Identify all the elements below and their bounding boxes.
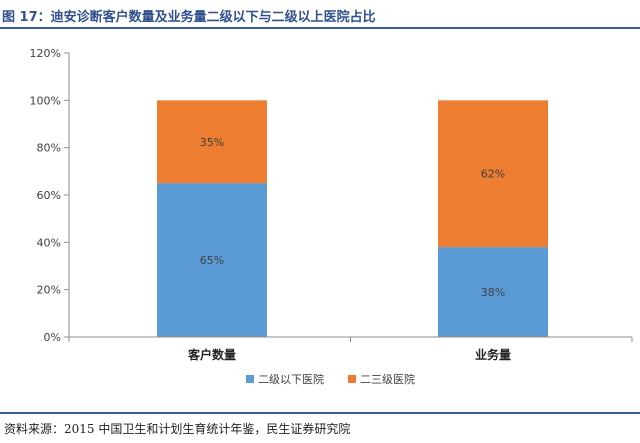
source-note: 资料来源：2015 中国卫生和计划生育统计年鉴，民生证券研究院 xyxy=(4,422,351,436)
bar-data-label: 35% xyxy=(200,136,224,149)
y-axis: 0% 20% 40% 60% 80% 100% 120% xyxy=(30,47,70,344)
legend: 二级以下医院 二三级医院 xyxy=(246,372,415,386)
footer-divider xyxy=(0,412,640,414)
y-tick-label: 80% xyxy=(37,142,61,155)
bar-data-label: 38% xyxy=(481,286,505,299)
bars: 65% 35% 38% 62% xyxy=(157,100,548,337)
bar-segment xyxy=(438,247,548,337)
legend-label: 二三级医院 xyxy=(360,372,415,386)
bar-segment xyxy=(438,100,548,248)
legend-swatch xyxy=(246,375,254,383)
y-tick-label: 120% xyxy=(30,47,61,60)
figure-title: 图 17：迪安诊断客户数量及业务量二级以下与二级以上医院占比 xyxy=(2,10,376,25)
y-tick-label: 40% xyxy=(37,236,61,249)
stacked-bar-chart: 0% 20% 40% 60% 80% 100% 120% 65% 35% 38% 62% 客户数量… xyxy=(30,47,633,386)
y-tick-label: 20% xyxy=(37,284,61,297)
bar-data-label: 62% xyxy=(481,168,505,181)
x-category-label: 业务量 xyxy=(475,347,511,362)
legend-label: 二级以下医院 xyxy=(258,372,324,386)
y-tick-label: 0% xyxy=(44,331,61,344)
y-tick-label: 100% xyxy=(30,94,61,107)
x-axis: 客户数量 业务量 xyxy=(68,336,633,362)
bar-data-label: 65% xyxy=(200,254,224,267)
bar-segment xyxy=(157,100,267,184)
title-divider xyxy=(0,27,640,29)
y-tick-label: 60% xyxy=(37,189,61,202)
x-category-label: 客户数量 xyxy=(187,347,236,362)
legend-swatch xyxy=(348,375,356,383)
bar-segment xyxy=(157,183,267,337)
